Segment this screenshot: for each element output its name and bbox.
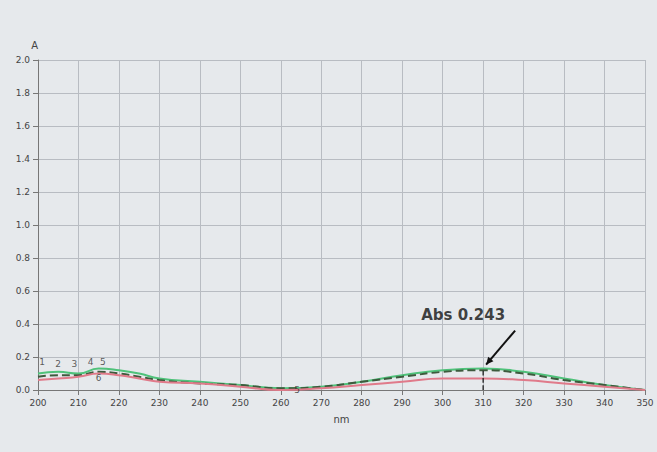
svg-text:1: 1: [39, 357, 45, 367]
svg-text:2: 2: [55, 359, 61, 369]
svg-text:340: 340: [596, 398, 613, 408]
svg-text:230: 230: [151, 398, 168, 408]
svg-text:310: 310: [475, 398, 492, 408]
svg-text:250: 250: [232, 398, 249, 408]
svg-text:1.0: 1.0: [16, 220, 31, 230]
svg-text:3: 3: [72, 359, 78, 369]
svg-text:1.4: 1.4: [16, 154, 31, 164]
svg-text:350: 350: [636, 398, 653, 408]
svg-text:220: 220: [110, 398, 127, 408]
svg-text:260: 260: [272, 398, 289, 408]
svg-text:200: 200: [29, 398, 46, 408]
svg-text:1.2: 1.2: [16, 187, 30, 197]
svg-text:6: 6: [96, 373, 102, 383]
svg-text:4: 4: [88, 357, 94, 367]
svg-text:240: 240: [191, 398, 208, 408]
svg-text:2.0: 2.0: [16, 55, 31, 65]
svg-text:280: 280: [353, 398, 370, 408]
svg-text:330: 330: [555, 398, 572, 408]
svg-text:0.6: 0.6: [16, 286, 31, 296]
svg-text:0.0: 0.0: [16, 385, 31, 395]
svg-text:290: 290: [394, 398, 411, 408]
svg-text:0.4: 0.4: [16, 319, 31, 329]
svg-text:210: 210: [70, 398, 87, 408]
svg-text:Abs 0.243: Abs 0.243: [421, 306, 505, 324]
svg-text:A: A: [31, 40, 38, 51]
svg-text:nm: nm: [333, 414, 349, 425]
svg-text:270: 270: [313, 398, 330, 408]
svg-text:1.8: 1.8: [16, 88, 31, 98]
svg-text:0.2: 0.2: [16, 352, 30, 362]
svg-text:5: 5: [100, 357, 106, 367]
svg-text:1.6: 1.6: [16, 121, 31, 131]
svg-text:300: 300: [434, 398, 451, 408]
svg-text:5: 5: [294, 385, 300, 395]
svg-text:320: 320: [515, 398, 532, 408]
svg-text:0.8: 0.8: [16, 253, 31, 263]
